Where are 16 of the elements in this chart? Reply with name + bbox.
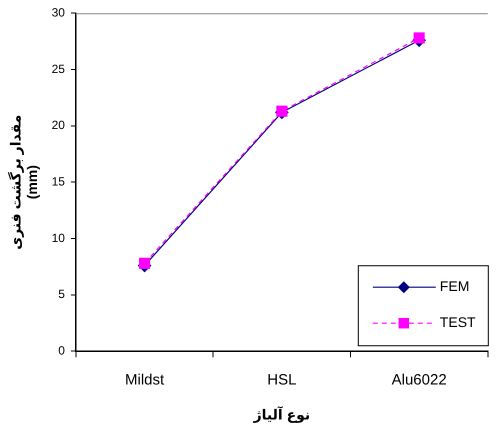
- y-tick-label: 10: [52, 230, 66, 245]
- point: [139, 258, 150, 269]
- y-tick-label: 30: [52, 6, 66, 20]
- y-tick-label: 15: [52, 174, 66, 189]
- y-tick-label: 0: [58, 344, 66, 358]
- point: [276, 106, 288, 117]
- y-tick-label: 25: [52, 62, 66, 76]
- x-tick-label: Alu6022: [392, 371, 447, 388]
- legend-label: TEST: [440, 314, 476, 330]
- y-tick-label: 5: [58, 287, 66, 302]
- x-tick-label: HSL: [267, 371, 296, 388]
- x-axis-title: نوع آلیاژ: [252, 405, 310, 424]
- point: [414, 32, 425, 44]
- x-tick-label: Mildst: [125, 371, 166, 388]
- y-tick-label: 20: [52, 118, 66, 132]
- legend-label: FEM: [440, 278, 470, 294]
